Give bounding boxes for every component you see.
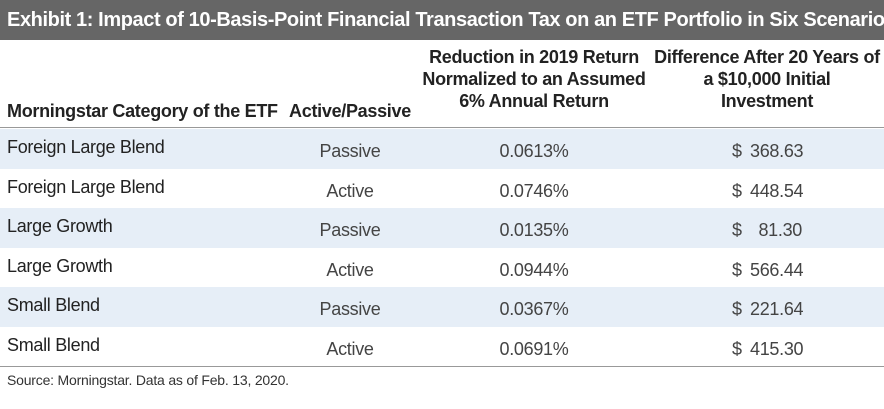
currency-symbol: $ (732, 180, 742, 201)
table-body: Foreign Large Blend Passive 0.0613% $368… (0, 129, 884, 366)
difference-cell: $566.44 (732, 259, 804, 281)
reduction-cell: 0.0613% (499, 141, 569, 161)
footer-divider (0, 366, 884, 367)
active-passive-cell: Passive (319, 299, 381, 319)
reduction-cell: 0.0135% (499, 220, 569, 240)
difference-cell: $221.64 (732, 299, 804, 320)
header-reduction: Reduction in 2019 Return Normalized to a… (418, 46, 650, 112)
reduction-cell: 0.0746% (499, 180, 569, 201)
header-difference-line: Difference After 20 Years of (654, 47, 880, 67)
currency-symbol: $ (732, 338, 742, 359)
table-row: Small Blend Active 0.0691% $415.30 (0, 327, 884, 367)
table-row: Large Growth Active 0.0944% $566.44 (0, 248, 884, 288)
currency-symbol: $ (732, 299, 742, 319)
header-reduction-line: 6% Annual Return (459, 91, 609, 111)
reduction-cell: 0.0691% (499, 338, 569, 359)
active-passive-cell: Active (326, 259, 374, 280)
header-difference-line: Investment (720, 91, 814, 111)
category-cell: Small Blend (7, 295, 100, 315)
active-passive-cell: Passive (319, 220, 381, 240)
active-passive-cell: Passive (319, 141, 381, 161)
currency-symbol: $ (732, 141, 742, 161)
difference-cell: $81.30 (732, 220, 802, 241)
header-reduction-line: Normalized to an Assumed (422, 69, 646, 89)
reduction-cell: 0.0367% (499, 299, 569, 319)
header-divider (0, 127, 884, 128)
active-passive-cell: Active (326, 338, 374, 359)
table-row: Foreign Large Blend Active 0.0746% $448.… (0, 169, 884, 209)
header-active-passive: Active/Passive (289, 101, 411, 121)
active-passive-cell: Active (326, 180, 374, 201)
currency-symbol: $ (732, 220, 742, 240)
category-cell: Foreign Large Blend (7, 137, 165, 157)
header-difference-line: a $10,000 Initial (703, 69, 831, 89)
table-row: Foreign Large Blend Passive 0.0613% $368… (0, 129, 884, 169)
category-cell: Large Growth (7, 255, 113, 276)
difference-amount: 221.64 (750, 299, 804, 319)
header-difference: Difference After 20 Years of a $10,000 I… (650, 46, 884, 112)
difference-amount: 368.63 (750, 141, 804, 161)
difference-amount: 415.30 (750, 338, 804, 359)
reduction-cell: 0.0944% (499, 259, 569, 280)
table-row: Small Blend Passive 0.0367% $221.64 (0, 287, 884, 327)
table-row: Large Growth Passive 0.0135% $81.30 (0, 208, 884, 248)
difference-amount: 81.30 (758, 220, 802, 240)
difference-cell: $368.63 (732, 141, 804, 162)
header-reduction-line: Reduction in 2019 Return (429, 47, 639, 67)
header-category: Morningstar Category of the ETF (7, 101, 278, 121)
difference-amount: 566.44 (750, 259, 804, 280)
difference-cell: $448.54 (732, 180, 804, 202)
category-cell: Large Growth (7, 216, 113, 236)
exhibit-title: Exhibit 1: Impact of 10-Basis-Point Fina… (0, 0, 884, 40)
source-note: Source: Morningstar. Data as of Feb. 13,… (7, 372, 289, 388)
category-cell: Foreign Large Blend (7, 176, 165, 197)
difference-cell: $415.30 (732, 338, 804, 360)
currency-symbol: $ (732, 259, 742, 280)
category-cell: Small Blend (7, 334, 100, 355)
difference-amount: 448.54 (750, 180, 804, 201)
